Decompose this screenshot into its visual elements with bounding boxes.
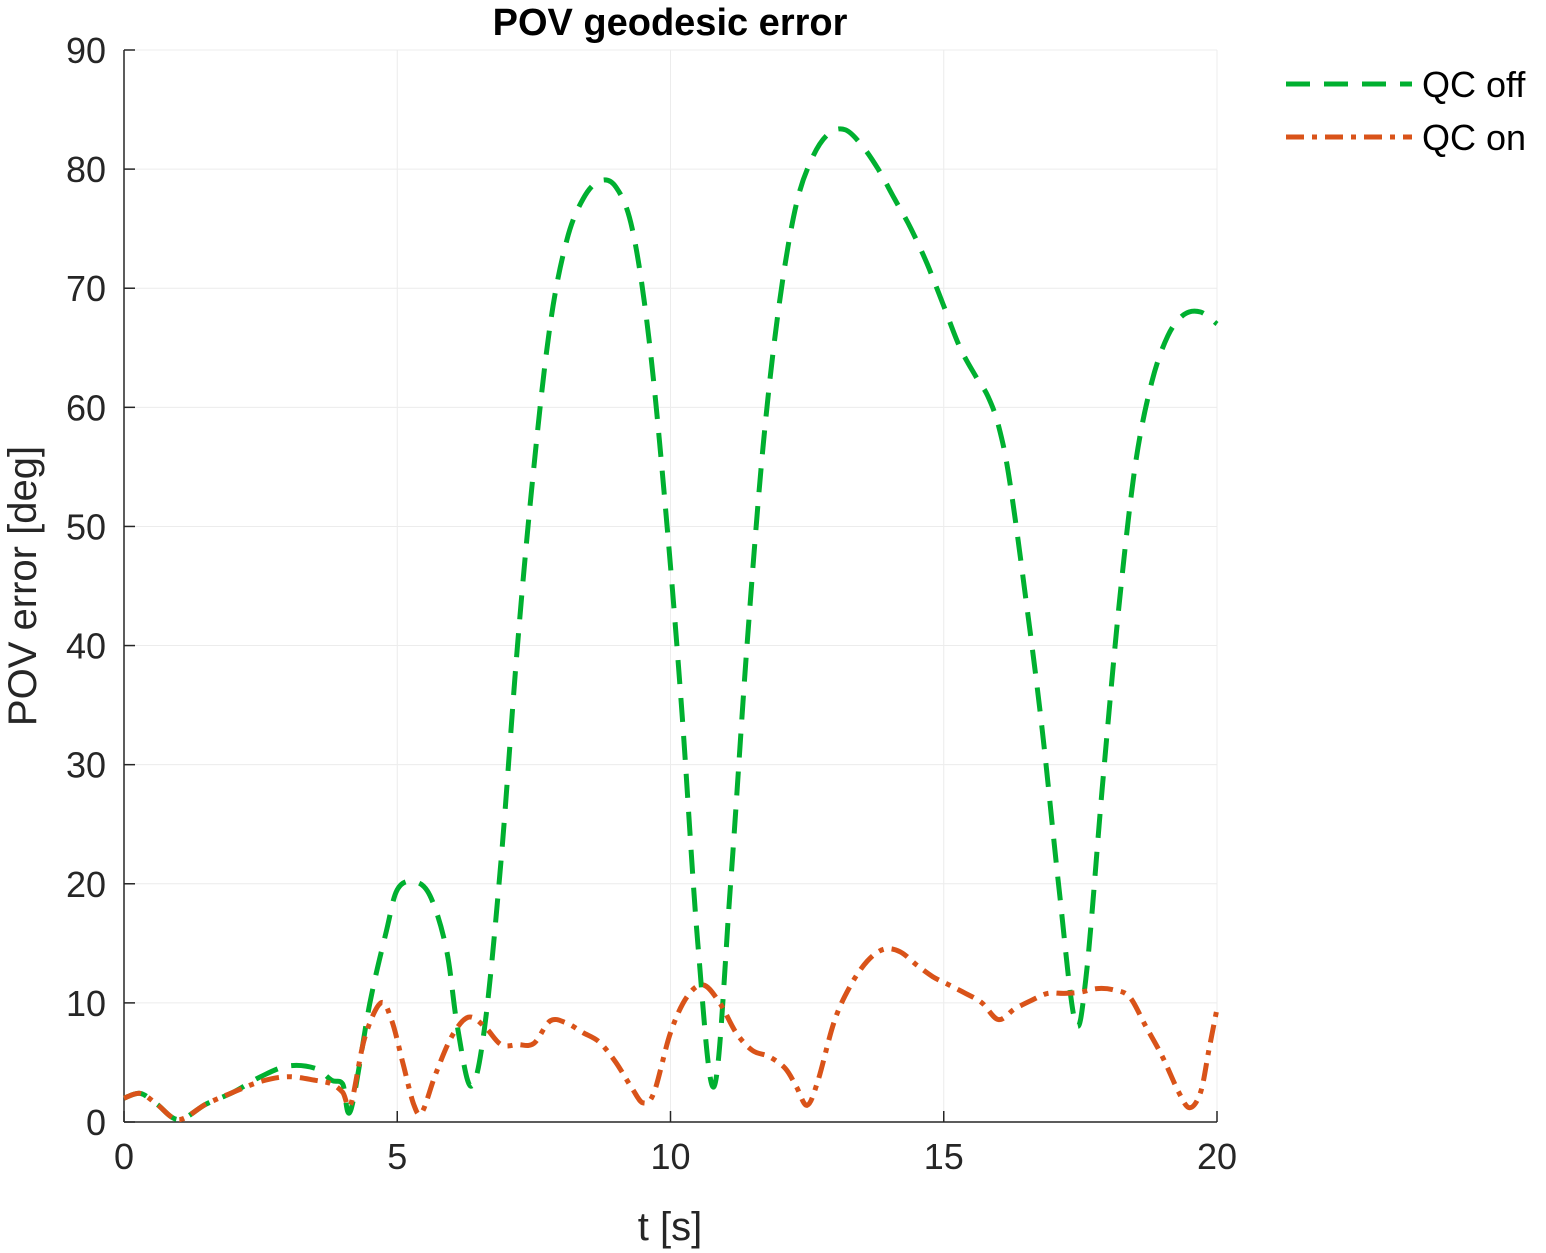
legend-label-qc-on: QC on: [1422, 117, 1526, 158]
x-tick-label: 5: [387, 1136, 407, 1177]
legend: QC off QC on: [1286, 64, 1526, 158]
x-tick-label: 0: [114, 1136, 134, 1177]
x-tick-label: 10: [650, 1136, 690, 1177]
y-tick-label: 50: [66, 506, 106, 547]
y-tick-label: 10: [66, 983, 106, 1024]
x-tick-label: 15: [924, 1136, 964, 1177]
y-tick-label: 90: [66, 30, 106, 71]
y-tick-label: 40: [66, 626, 106, 667]
x-axis-label: t [s]: [638, 1205, 702, 1249]
series-line-qc-off: [123, 126, 1219, 1123]
plot-lines: [123, 126, 1220, 1123]
y-tick-label: 80: [66, 149, 106, 190]
legend-label-qc-off: QC off: [1422, 64, 1526, 105]
y-tick-label: 30: [66, 745, 106, 786]
y-tick-label: 60: [66, 387, 106, 428]
y-tick-label: 0: [86, 1102, 106, 1143]
chart-title: POV geodesic error: [493, 2, 848, 44]
tick-marks: [123, 49, 1218, 1123]
y-tick-label: 20: [66, 864, 106, 905]
y-tick-label: 70: [66, 268, 106, 309]
series-line-qc-on: [123, 946, 1220, 1123]
y-axis-label: POV error [deg]: [1, 446, 45, 726]
x-tick-label: 20: [1197, 1136, 1237, 1177]
tick-labels: 0 5 10 15 20 0 10 20 30 40 50 60 70 80 90: [66, 30, 1237, 1177]
